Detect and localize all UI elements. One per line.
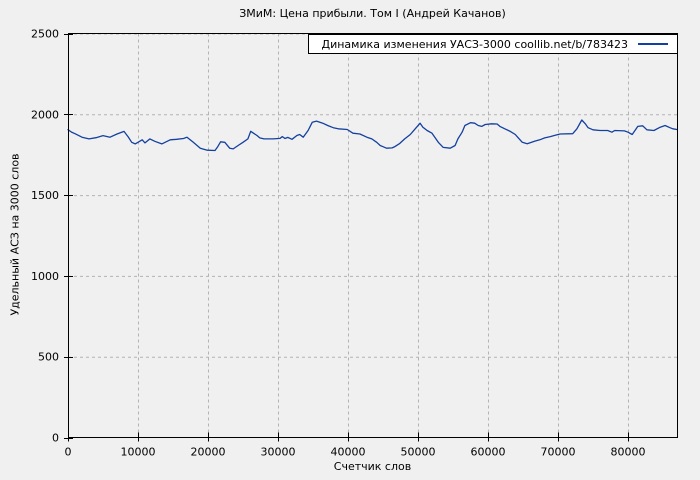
plot-border [68, 33, 678, 438]
x-axis-label: Счетчик слов [333, 460, 412, 473]
x-tick-label: 30000 [261, 446, 296, 459]
y-tick-label: 2500 [31, 28, 59, 41]
x-tick-label: 40000 [331, 446, 366, 459]
y-tick-label: 1000 [31, 270, 59, 283]
legend: Динамика изменения УАСЗ-3000 coollib.net… [308, 34, 678, 54]
y-tick-label: 500 [38, 351, 59, 364]
x-tick-label: 20000 [191, 446, 226, 459]
x-tick-label: 10000 [121, 446, 156, 459]
x-tick-label: 0 [65, 446, 72, 459]
chart-title: ЗМиМ: Цена прибыли. Том I (Андрей Качано… [239, 7, 506, 20]
legend-label: Динамика изменения УАСЗ-3000 coollib.net… [321, 37, 629, 51]
x-tick-label: 70000 [541, 446, 576, 459]
legend-line-sample-icon [638, 43, 668, 45]
plot-area [68, 33, 677, 438]
x-tick-label: 80000 [611, 446, 646, 459]
x-tick-label: 60000 [471, 446, 506, 459]
tick-labels: 0 10000 20000 30000 40000 50000 60000 70000 8000… [31, 28, 646, 459]
y-tick-label: 0 [52, 432, 59, 445]
y-tick-label: 2000 [31, 108, 59, 121]
x-tick-label: 50000 [401, 446, 436, 459]
series-line [67, 119, 678, 152]
y-tick-label: 1500 [31, 189, 59, 202]
grid [68, 33, 677, 438]
y-axis-label: Удельный АСЗ на 3000 слов [8, 153, 22, 316]
